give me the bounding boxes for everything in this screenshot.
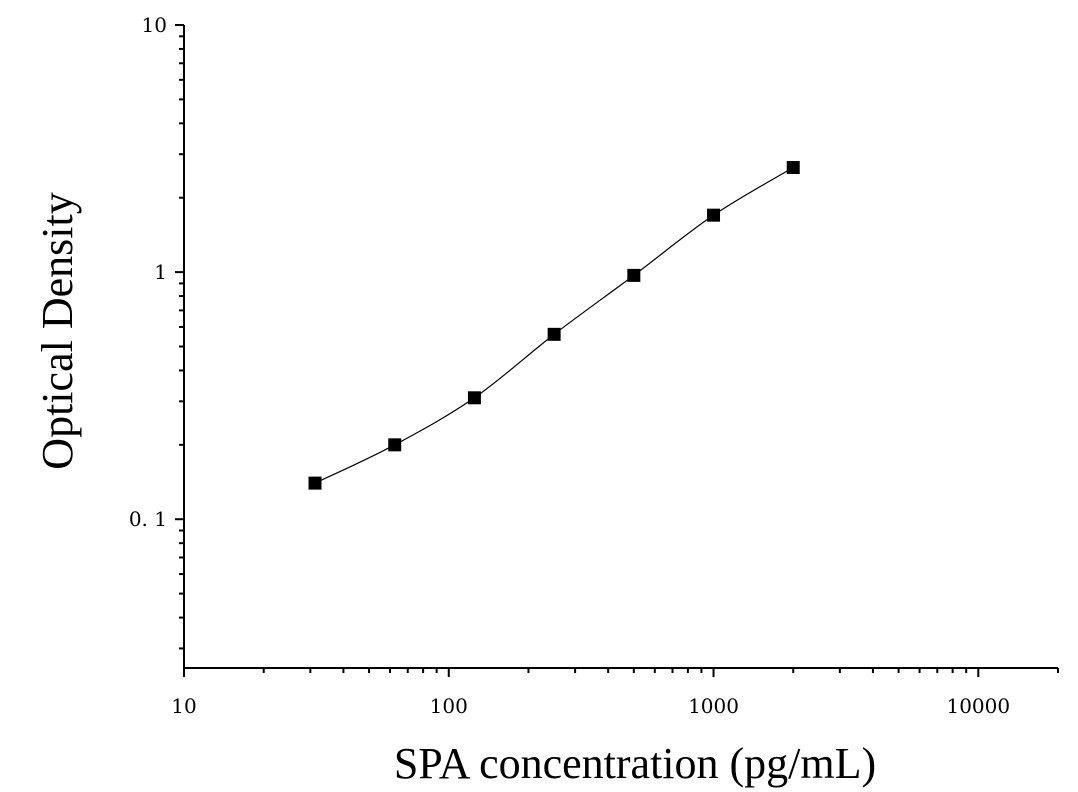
data-point: [627, 268, 641, 282]
y-tick-label: 1: [154, 260, 167, 284]
x-tick-label: 1000: [688, 694, 739, 718]
x-axis-title: SPA concentration (pg/mL): [394, 739, 876, 788]
y-axis-ticks: 0. 1 1 10: [129, 13, 184, 650]
y-tick-label: 10: [142, 13, 167, 37]
data-point: [707, 208, 721, 222]
data-point: [388, 438, 402, 452]
data-point: [308, 476, 322, 490]
data-point: [786, 161, 800, 175]
y-axis-title: Optical Density: [33, 192, 82, 469]
x-tick-label: 100: [430, 694, 468, 718]
x-tick-label: 10000: [946, 694, 1010, 718]
fit-curve-group: [314, 167, 794, 484]
data-point: [467, 391, 481, 405]
x-axis-ticks: 10 100 1000 10000: [171, 668, 1059, 718]
y-tick-label: 0. 1: [129, 507, 167, 531]
data-points: [308, 161, 800, 490]
axes: [183, 25, 1058, 669]
x-tick-label: 10: [171, 694, 196, 718]
fit-curve: [314, 167, 794, 484]
data-point: [547, 327, 561, 341]
